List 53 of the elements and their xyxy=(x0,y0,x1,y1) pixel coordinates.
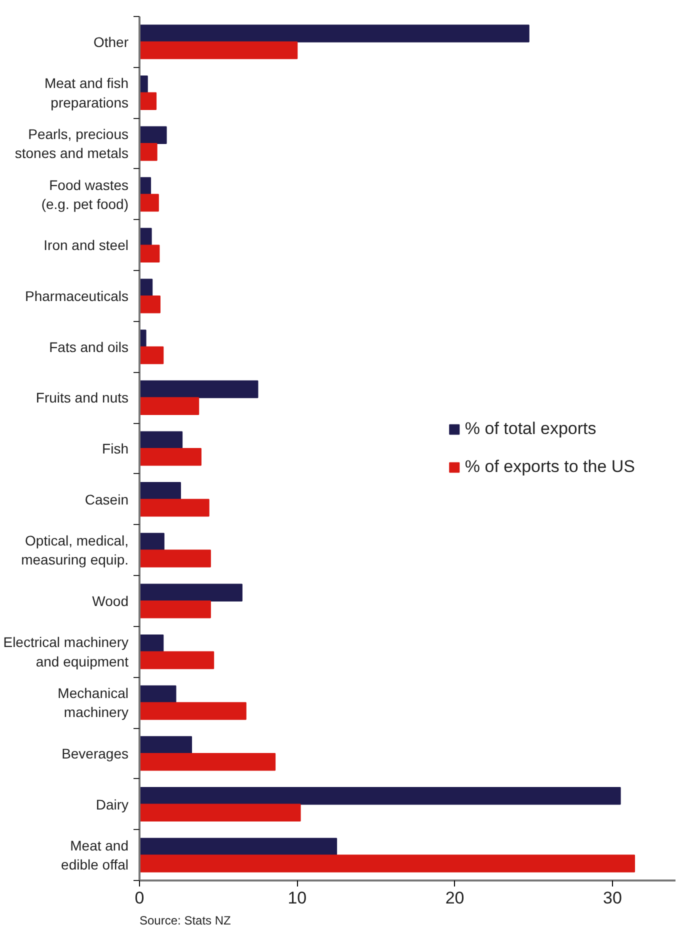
y-tick-label: Wood xyxy=(92,592,129,609)
bar xyxy=(140,24,530,42)
x-tick-label: 30 xyxy=(602,888,622,908)
bar xyxy=(140,380,258,398)
bar xyxy=(140,550,211,568)
y-tick-label: Fish xyxy=(102,440,129,456)
bar xyxy=(140,126,167,144)
y-tick-label: Beverages xyxy=(62,745,129,762)
y-tick-label: Iron and steel xyxy=(44,237,129,254)
bar xyxy=(140,296,160,314)
bar xyxy=(140,482,181,500)
bar xyxy=(140,498,210,517)
bar xyxy=(140,838,338,856)
bar xyxy=(140,702,246,720)
bar xyxy=(140,634,164,652)
x-tick-label: 20 xyxy=(445,888,464,908)
bar xyxy=(140,448,202,466)
legend-label: % of exports to the US xyxy=(464,457,635,477)
y-tick-label: Dairy xyxy=(96,796,129,812)
x-tick-label: 0 xyxy=(134,888,144,908)
bar xyxy=(140,584,242,602)
y-tick-label: Mechanical machinery xyxy=(58,685,129,720)
x-tick-label: 10 xyxy=(288,888,307,908)
y-tick-label: Meat and edible offal xyxy=(61,837,129,873)
bar xyxy=(140,600,211,618)
bar xyxy=(140,194,159,212)
bar xyxy=(140,92,157,110)
source-note: Source: Stats NZ xyxy=(140,914,231,928)
bar xyxy=(140,397,200,415)
bar xyxy=(140,752,276,771)
bar xyxy=(140,786,621,805)
bar xyxy=(140,431,183,449)
y-tick-label: Electrical machinery and equipment xyxy=(3,634,129,670)
y-tick-label: Meat and fish preparations xyxy=(44,75,129,110)
y-tick-label: Food wastes (e.g. pet food) xyxy=(41,176,129,212)
bar xyxy=(140,346,164,364)
bar xyxy=(140,854,636,872)
y-tick-label: Optical, medical, measuring equip. xyxy=(21,532,129,568)
bar xyxy=(140,532,164,551)
bar xyxy=(140,804,301,822)
bar xyxy=(140,651,214,670)
bar xyxy=(140,244,160,262)
y-tick-label: Pharmaceuticals xyxy=(25,288,129,304)
y-tick-label: Casein xyxy=(84,491,129,508)
bar xyxy=(140,143,158,161)
y-tick-label: Fats and oils xyxy=(49,338,129,355)
bar xyxy=(140,41,298,60)
legend-label: % of total exports xyxy=(464,419,596,439)
bar xyxy=(140,685,176,704)
bar xyxy=(140,736,192,754)
y-tick-label: Fruits and nuts xyxy=(36,390,129,406)
y-tick-label: Other xyxy=(93,34,129,50)
y-tick-label: Pearls, precious stones and metals xyxy=(14,126,129,162)
